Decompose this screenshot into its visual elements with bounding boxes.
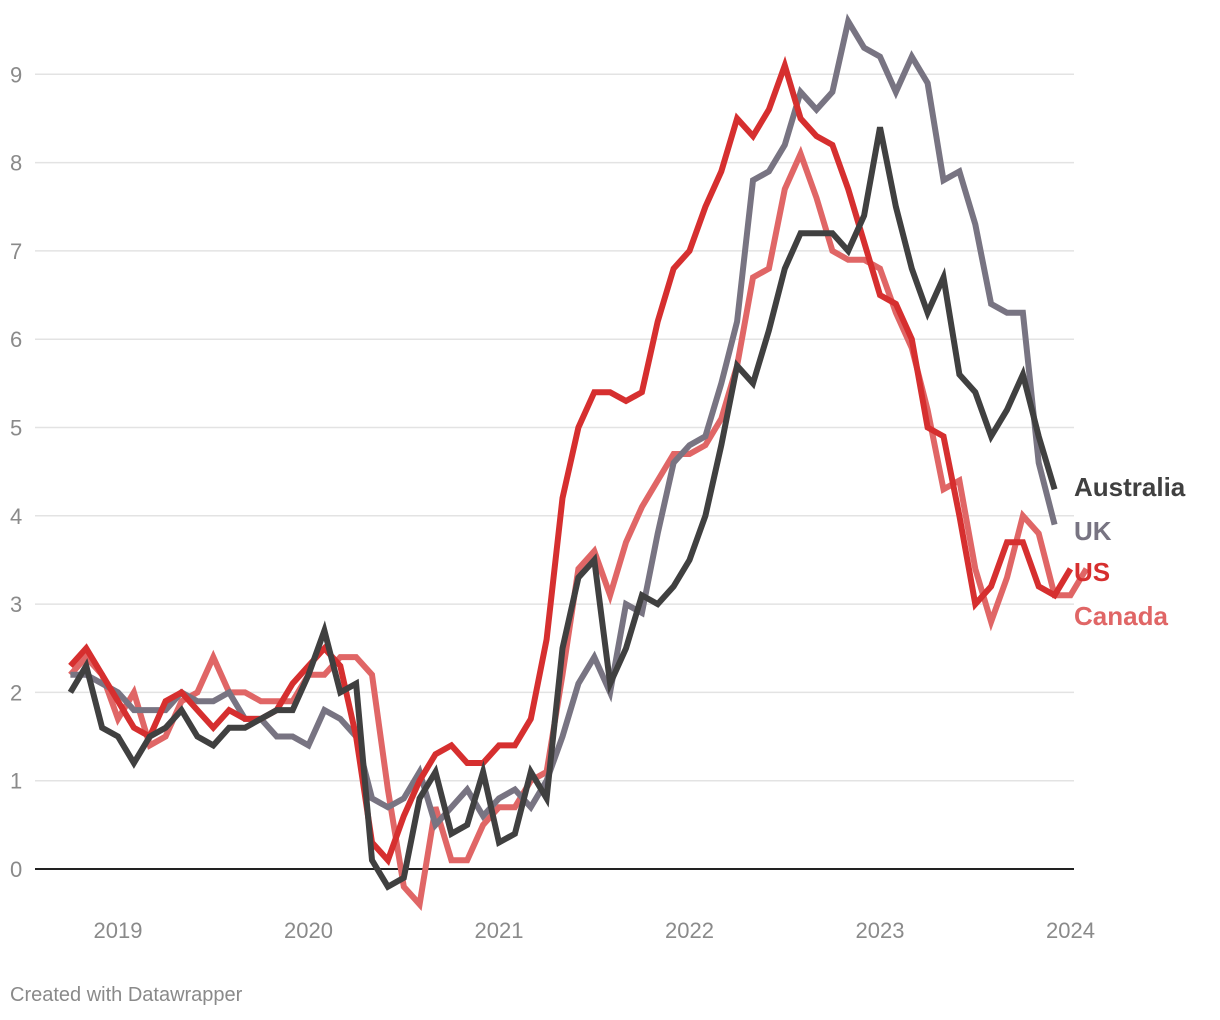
series-line-canada [68, 145, 1089, 911]
y-tick-8: 8 [10, 151, 22, 176]
x-tick-2024: 2024 [1046, 918, 1095, 943]
y-tick-2: 2 [10, 680, 22, 705]
y-tick-0: 0 [10, 857, 22, 882]
y-tick-6: 6 [10, 327, 22, 352]
y-tick-9: 9 [10, 62, 22, 87]
y-tick-5: 5 [10, 416, 22, 441]
y-tick-1: 1 [10, 769, 22, 794]
series-direct-labels: Australia UK US Canada [1074, 472, 1186, 631]
x-tick-2021: 2021 [475, 918, 524, 943]
x-tick-2023: 2023 [856, 918, 905, 943]
label-us: US [1074, 557, 1110, 587]
series-line-australia [67, 126, 1058, 891]
label-australia: Australia [1074, 472, 1186, 502]
y-tick-7: 7 [10, 239, 22, 264]
series-line-uk [70, 13, 1058, 831]
series-line-us [68, 55, 1074, 866]
datawrapper-credit: Created with Datawrapper [10, 984, 243, 1006]
y-axis-tick-labels: 0 1 2 3 4 5 6 7 8 9 [10, 62, 22, 882]
x-tick-2019: 2019 [94, 918, 143, 943]
series-lines [67, 13, 1089, 911]
x-tick-2020: 2020 [284, 918, 333, 943]
y-tick-4: 4 [10, 504, 22, 529]
label-canada: Canada [1074, 601, 1168, 631]
x-axis-tick-labels: 2019 2020 2021 2022 2023 2024 [94, 918, 1095, 943]
x-tick-2022: 2022 [665, 918, 714, 943]
label-uk: UK [1074, 516, 1112, 546]
y-tick-3: 3 [10, 592, 22, 617]
